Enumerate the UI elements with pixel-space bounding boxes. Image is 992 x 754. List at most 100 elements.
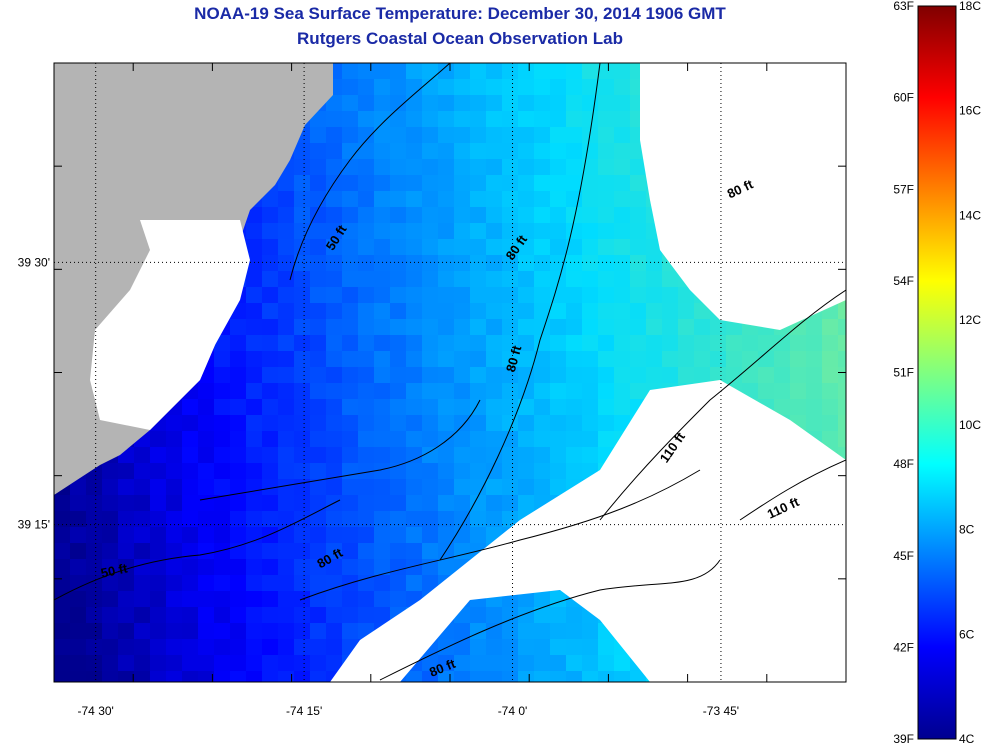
sst-cell xyxy=(150,495,166,511)
y-tick-label: 39 15' xyxy=(18,518,50,532)
sst-cell xyxy=(582,383,598,399)
sst-cell xyxy=(438,399,454,415)
sst-cell xyxy=(326,335,342,351)
sst-cell xyxy=(198,383,214,399)
sst-cell xyxy=(310,639,326,655)
sst-cell xyxy=(310,383,326,399)
colorbar-label-c: 8C xyxy=(959,523,975,537)
sst-cell xyxy=(326,527,342,543)
sst-cell xyxy=(230,623,246,639)
sst-cell xyxy=(550,431,566,447)
sst-cell xyxy=(182,559,198,575)
sst-cell xyxy=(214,479,230,495)
sst-cell xyxy=(550,287,566,303)
sst-cell xyxy=(390,111,406,127)
sst-cell xyxy=(582,639,598,655)
sst-cell xyxy=(470,495,486,511)
sst-cell xyxy=(566,367,582,383)
sst-cell xyxy=(342,111,358,127)
sst-cell xyxy=(566,287,582,303)
sst-cell xyxy=(310,239,326,255)
sst-cell xyxy=(150,479,166,495)
sst-cell xyxy=(646,287,662,303)
sst-cell xyxy=(486,303,502,319)
sst-cell xyxy=(342,351,358,367)
sst-cell xyxy=(422,447,438,463)
sst-cell xyxy=(198,511,214,527)
sst-cell xyxy=(422,351,438,367)
sst-cell xyxy=(134,527,150,543)
sst-cell xyxy=(422,655,438,671)
sst-cell xyxy=(262,319,278,335)
sst-cell xyxy=(470,95,486,111)
sst-cell xyxy=(502,319,518,335)
sst-cell xyxy=(198,623,214,639)
sst-cell xyxy=(438,495,454,511)
sst-cell xyxy=(374,479,390,495)
sst-cell xyxy=(470,383,486,399)
sst-cell xyxy=(86,607,102,623)
sst-cell xyxy=(454,303,470,319)
sst-cell xyxy=(198,463,214,479)
sst-cell xyxy=(374,335,390,351)
sst-cell xyxy=(198,415,214,431)
sst-cell xyxy=(150,447,166,463)
sst-cell xyxy=(502,159,518,175)
sst-cell xyxy=(774,351,790,367)
sst-cell xyxy=(262,607,278,623)
sst-cell xyxy=(262,255,278,271)
sst-cell xyxy=(342,495,358,511)
sst-cell xyxy=(550,303,566,319)
sst-cell xyxy=(246,623,262,639)
sst-cell xyxy=(486,495,502,511)
sst-cell xyxy=(438,511,454,527)
sst-cell xyxy=(518,159,534,175)
sst-cell xyxy=(630,319,646,335)
sst-cell xyxy=(310,575,326,591)
sst-cell xyxy=(502,463,518,479)
sst-cell xyxy=(422,415,438,431)
sst-cell xyxy=(790,367,806,383)
sst-cell xyxy=(534,95,550,111)
sst-cell xyxy=(566,623,582,639)
sst-cell xyxy=(390,223,406,239)
colorbar-label-f: 42F xyxy=(893,640,914,654)
sst-cell xyxy=(502,127,518,143)
sst-cell xyxy=(646,303,662,319)
sst-cell xyxy=(566,431,582,447)
sst-cell xyxy=(518,191,534,207)
sst-cell xyxy=(246,447,262,463)
sst-cell xyxy=(374,271,390,287)
sst-cell xyxy=(630,303,646,319)
sst-cell xyxy=(374,95,390,111)
sst-cell xyxy=(342,511,358,527)
sst-cell xyxy=(534,303,550,319)
sst-cell xyxy=(102,623,118,639)
sst-cell xyxy=(710,367,726,383)
sst-cell xyxy=(310,431,326,447)
sst-cell xyxy=(278,351,294,367)
sst-cell xyxy=(534,127,550,143)
sst-cell xyxy=(502,239,518,255)
sst-cell xyxy=(278,335,294,351)
sst-cell xyxy=(86,671,102,682)
sst-cell xyxy=(582,431,598,447)
sst-cell xyxy=(278,303,294,319)
sst-cell xyxy=(470,207,486,223)
sst-cell xyxy=(486,271,502,287)
sst-cell xyxy=(326,207,342,223)
sst-cell xyxy=(582,239,598,255)
sst-cell xyxy=(342,191,358,207)
sst-cell xyxy=(390,95,406,111)
sst-cell xyxy=(486,239,502,255)
sst-cell xyxy=(406,175,422,191)
sst-cell xyxy=(454,175,470,191)
sst-cell xyxy=(278,367,294,383)
sst-cell xyxy=(262,543,278,559)
sst-cell xyxy=(278,607,294,623)
sst-cell xyxy=(358,415,374,431)
cloud-mask xyxy=(90,63,846,682)
sst-cell xyxy=(534,223,550,239)
sst-cell xyxy=(438,95,454,111)
